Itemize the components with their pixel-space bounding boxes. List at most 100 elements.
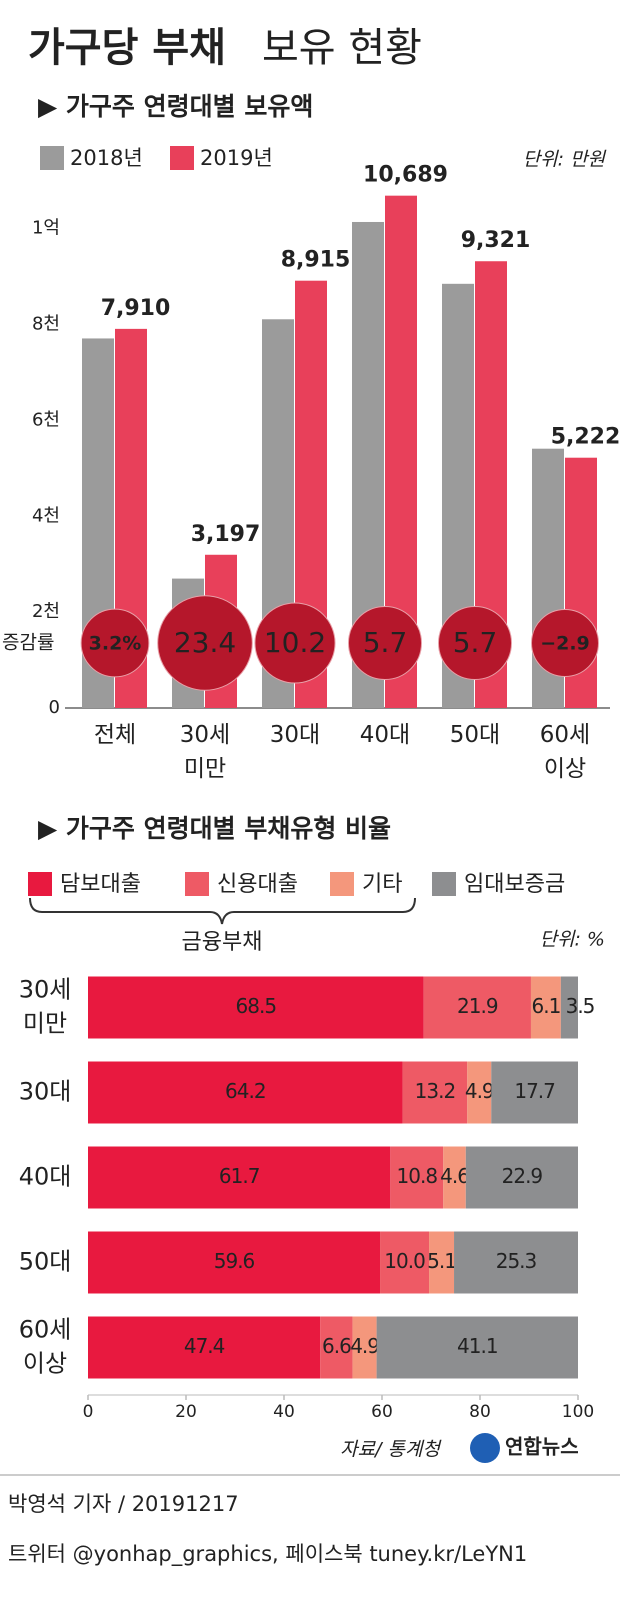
- legend-swatch: [28, 872, 52, 896]
- value-label: 4.9: [350, 1334, 379, 1358]
- x-tick-label: 100: [562, 1402, 594, 1422]
- bar-segment: [454, 1231, 578, 1294]
- legend-swatch: [170, 146, 194, 170]
- legend-swatch: [432, 872, 456, 896]
- x-tick-label: 0: [83, 1402, 94, 1422]
- x-tick-label: 전체: [94, 722, 136, 748]
- legend-swatch: [185, 872, 209, 896]
- x-tick-label: 30대: [270, 722, 320, 748]
- legend-label: 2018년: [70, 146, 143, 170]
- bar-segment: [402, 1061, 468, 1124]
- y-tick-label: 30세 미만: [19, 976, 72, 1038]
- bar-segment: [491, 1061, 578, 1124]
- x-tick-label: 20: [175, 1402, 197, 1422]
- title-light: 보유 현황: [262, 25, 422, 71]
- y-tick-label: 60세 이상: [19, 1316, 72, 1378]
- growth-label: −2.9: [540, 633, 590, 655]
- bar-segment: [465, 1146, 578, 1209]
- bar-segment: [429, 1231, 455, 1294]
- subtitle: ▶ 가구주 연령대별 부채유형 비율: [38, 814, 391, 843]
- growth-circle: [157, 595, 253, 691]
- value-label: 6.1: [531, 994, 560, 1018]
- value-label: 13.2: [415, 1079, 456, 1103]
- x-tick-label: 60세 이상: [540, 722, 590, 782]
- y-tick-label: 40대: [19, 1163, 72, 1191]
- growth-circle: [531, 609, 599, 677]
- bar-segment: [423, 976, 531, 1039]
- value-label: 9,321: [461, 228, 531, 253]
- legend-label: 담보대출: [60, 872, 141, 897]
- growth-circle: [254, 602, 336, 684]
- legend-label: 기타: [362, 872, 402, 897]
- legend-swatch: [330, 872, 354, 896]
- value-label: 17.7: [514, 1079, 555, 1103]
- growth-label: 5.7: [363, 626, 408, 659]
- bar-segment: [88, 976, 424, 1039]
- value-label: 8,915: [281, 248, 351, 273]
- annotation: 금융부채: [182, 930, 263, 955]
- logo: 연합뉴스: [505, 1435, 579, 1459]
- y-tick-label: 4천: [32, 505, 60, 526]
- value-label: 22.9: [502, 1164, 543, 1188]
- value-label: 68.5: [236, 994, 277, 1018]
- bar-segment: [530, 976, 561, 1039]
- value-label: 21.9: [457, 994, 498, 1018]
- x-tick-label: 40: [273, 1402, 295, 1422]
- value-label: 3.5: [566, 994, 595, 1018]
- social: 트위터 @yonhap_graphics, 페이스북 tuney.kr/LeYN…: [8, 1542, 527, 1567]
- value-label: 25.3: [496, 1249, 537, 1273]
- y-tick-label: 8천: [32, 314, 60, 335]
- bar-segment: [390, 1146, 444, 1209]
- byline: 박영석 기자 / 20191217: [8, 1492, 239, 1516]
- x-tick-label: 60: [371, 1402, 393, 1422]
- unit: 단위: 만원: [523, 149, 607, 171]
- growth-circle: [347, 605, 423, 681]
- y-tick-label: 1억: [32, 218, 60, 239]
- value-label: 10.0: [384, 1249, 425, 1273]
- brace: [29, 897, 416, 925]
- value-label: 6.6: [322, 1334, 351, 1358]
- source: 자료/ 통계청: [340, 1439, 442, 1461]
- legend-swatch: [40, 146, 64, 170]
- x-tick-label: 50대: [450, 722, 500, 748]
- value-label: 64.2: [225, 1079, 266, 1103]
- bar-segment: [88, 1231, 381, 1294]
- bar-segment: [352, 1316, 377, 1379]
- y-tick-label: 0: [49, 697, 60, 718]
- legend-label: 신용대출: [217, 872, 298, 897]
- bar-segment: [88, 1316, 321, 1379]
- growth-circle: [437, 605, 513, 681]
- y-tick-label: 6천: [32, 409, 60, 430]
- bar-segment: [88, 1061, 403, 1124]
- bar-segment: [376, 1316, 578, 1379]
- subtitle: ▶ 가구주 연령대별 보유액: [38, 92, 313, 121]
- growth-title: 증감률: [2, 632, 54, 654]
- bar-segment: [380, 1231, 430, 1294]
- growth-label: 23.4: [174, 626, 236, 659]
- value-label: 4.9: [465, 1079, 494, 1103]
- value-label: 47.4: [184, 1334, 225, 1358]
- value-label: 4.6: [440, 1164, 469, 1188]
- bar-segment: [443, 1146, 466, 1209]
- x-tick-label: 40대: [360, 722, 410, 748]
- growth-label: 5.7: [453, 626, 498, 659]
- logo-mark: [470, 1433, 500, 1463]
- bar-segment: [560, 976, 578, 1039]
- growth-label: 10.2: [264, 626, 326, 659]
- value-label: 59.6: [214, 1249, 255, 1273]
- value-label: 7,910: [101, 296, 171, 321]
- value-label: 61.7: [219, 1164, 260, 1188]
- y-tick-label: 50대: [19, 1248, 72, 1276]
- title-bold: 가구당 부채: [28, 25, 226, 71]
- x-tick-label: 30세 미만: [180, 722, 230, 782]
- value-label: 41.1: [457, 1334, 498, 1358]
- legend-label: 2019년: [200, 146, 273, 170]
- growth-circle: [80, 608, 150, 678]
- growth-label: 3.2%: [89, 633, 142, 655]
- bar-segment: [467, 1061, 492, 1124]
- value-label: 3,197: [191, 522, 261, 547]
- value-label: 10.8: [397, 1164, 438, 1188]
- x-tick-label: 80: [469, 1402, 491, 1422]
- bar-segment: [320, 1316, 353, 1379]
